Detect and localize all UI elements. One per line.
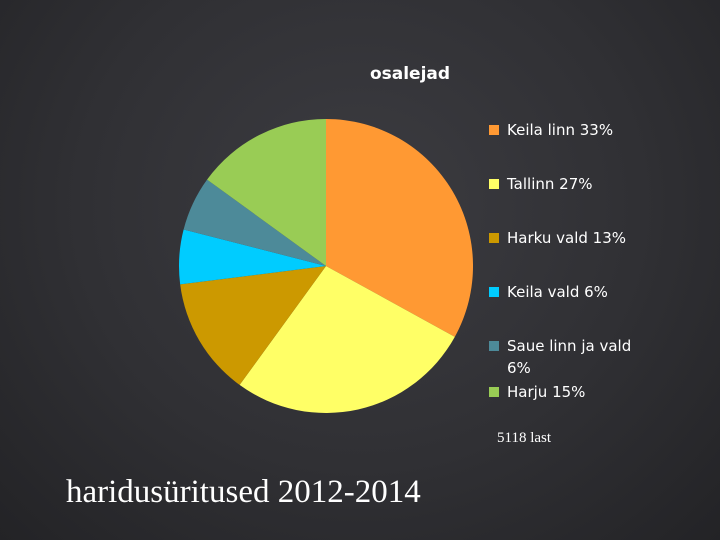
legend-label: Keila linn 33% — [507, 121, 614, 139]
legend-item: Tallinn 27% — [489, 173, 649, 195]
pie-slice-5 — [183, 179, 326, 266]
legend-swatch — [489, 125, 499, 135]
legend-swatch — [489, 341, 499, 351]
pie-slice-6 — [207, 119, 326, 266]
legend-label: Keila vald 6% — [507, 283, 608, 301]
legend-label: Harku vald 13% — [507, 229, 627, 247]
legend-label: Harju 15% — [507, 383, 586, 401]
legend-item: Keila vald 6% — [489, 281, 649, 303]
legend-swatch — [489, 179, 499, 189]
legend-label: Saue linn ja vald 6% — [507, 337, 632, 377]
chart-legend: Keila linn 33% Tallinn 27% Harku vald 13… — [489, 119, 649, 435]
legend-swatch — [489, 287, 499, 297]
chart-title: osalejad — [369, 64, 451, 84]
legend-item: Harju 15% — [489, 381, 649, 403]
pie-slice-4 — [179, 229, 326, 285]
legend-item: Harku vald 13% — [489, 227, 649, 249]
slide-title: haridusüritused 2012-2014 — [66, 474, 421, 510]
pie-slice-2 — [239, 266, 455, 414]
participant-count-note: 5118 last — [497, 430, 552, 446]
legend-swatch — [489, 233, 499, 243]
legend-label: Tallinn 27% — [507, 175, 593, 193]
legend-item: Saue linn ja vald 6% — [489, 335, 649, 379]
legend-swatch — [489, 387, 499, 397]
pie-slice-3 — [180, 266, 326, 385]
pie-slice-1 — [326, 119, 474, 337]
legend-item: Keila linn 33% — [489, 119, 649, 141]
